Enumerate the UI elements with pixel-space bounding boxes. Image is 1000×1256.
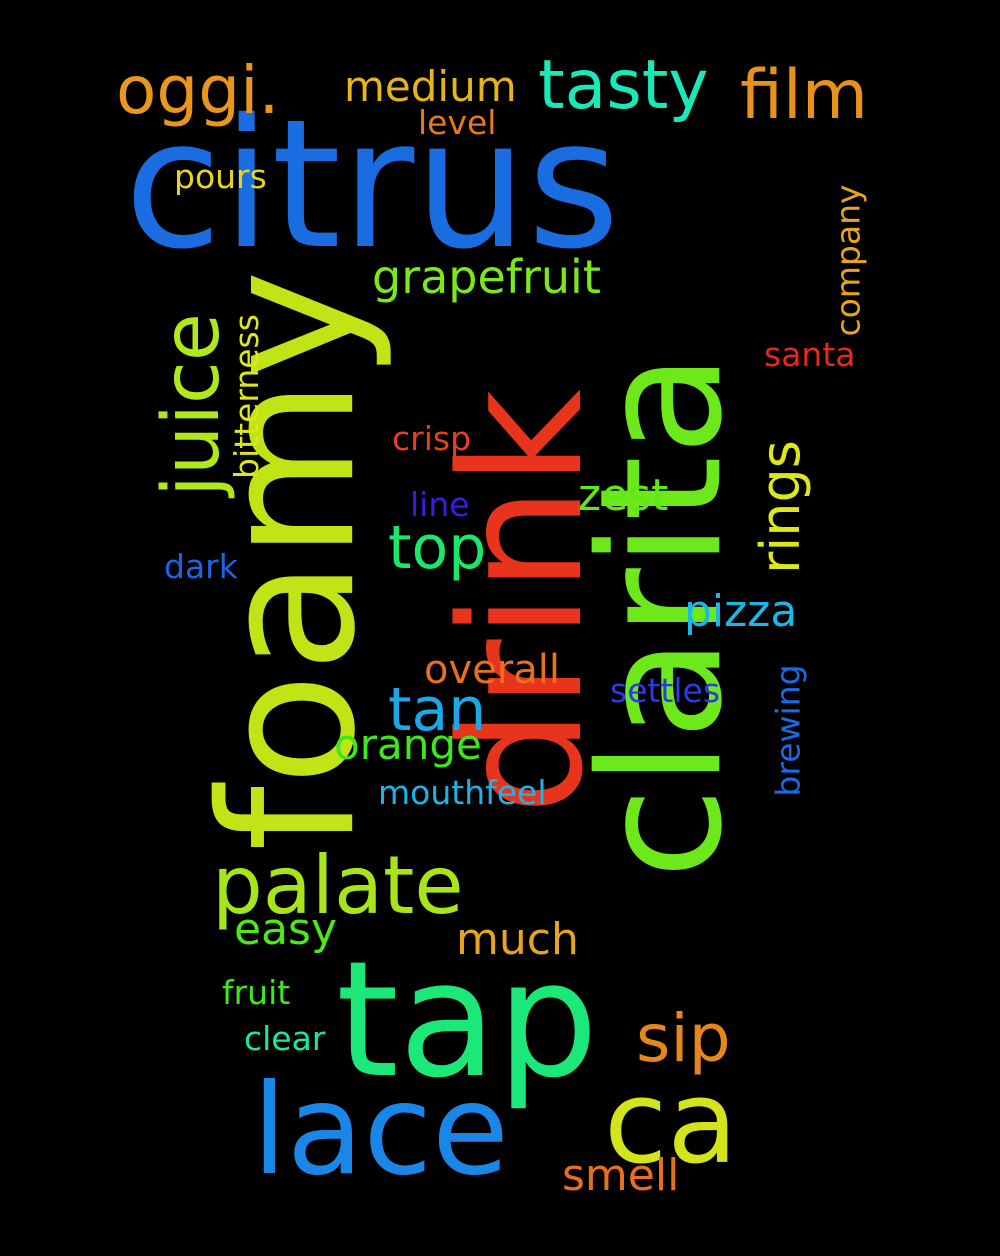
word-sip: sip: [636, 1000, 731, 1077]
word-tasty: tasty: [538, 46, 709, 125]
word-company: company: [828, 184, 868, 337]
word-line: line: [410, 485, 470, 524]
word-pizza: pizza: [684, 586, 798, 637]
word-tan: tan: [388, 675, 487, 745]
word-mouthfeel: mouthfeel: [378, 773, 547, 812]
word-zest: zest: [578, 470, 669, 521]
word-juice: juice: [146, 313, 237, 497]
word-lace: lace: [252, 1058, 509, 1203]
word-much: much: [456, 914, 579, 965]
word-pours: pours: [174, 157, 267, 196]
word-tap: tap: [336, 926, 599, 1113]
word-settles: settles: [610, 671, 721, 710]
word-brewing: brewing: [768, 664, 808, 797]
word-fruit: fruit: [222, 973, 291, 1012]
word-dark: dark: [164, 547, 238, 586]
word-palate: palate: [212, 839, 464, 932]
word-crisp: crisp: [392, 419, 472, 458]
word-rings: rings: [748, 440, 812, 574]
word-oggi: oggi.: [116, 52, 280, 129]
word-top: top: [388, 513, 487, 583]
word-orange: orange: [334, 720, 482, 769]
word-level: level: [418, 103, 497, 142]
word-citrus: citrus: [124, 81, 620, 288]
word-easy: easy: [234, 904, 337, 955]
word-bitterness: bitterness: [226, 314, 266, 479]
word-film: film: [740, 56, 868, 135]
word-ca: ca: [604, 1056, 738, 1190]
word-medium: medium: [344, 62, 517, 111]
word-smell: smell: [562, 1150, 680, 1201]
word-clear: clear: [244, 1019, 326, 1058]
word-grapefruit: grapefruit: [372, 250, 601, 304]
word-overall: overall: [424, 647, 560, 693]
word-santa: santa: [764, 335, 856, 374]
